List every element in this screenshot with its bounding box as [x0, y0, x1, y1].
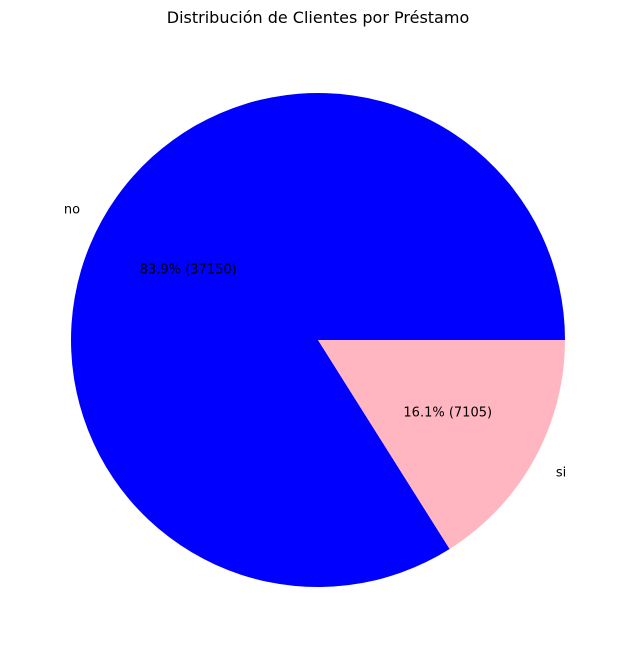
slice-label-si: si [556, 465, 566, 480]
pct-label-no: 83.9% (37150) [140, 262, 237, 277]
chart-title: Distribución de Clientes por Préstamo [167, 8, 469, 27]
pie-slice-si [318, 340, 565, 550]
pie-slices [71, 93, 565, 587]
pie-labels: no 83.9% (37150) si 16.1% (7105) [64, 203, 566, 481]
pct-label-si: 16.1% (7105) [403, 406, 492, 421]
slice-label-no: no [64, 203, 80, 218]
